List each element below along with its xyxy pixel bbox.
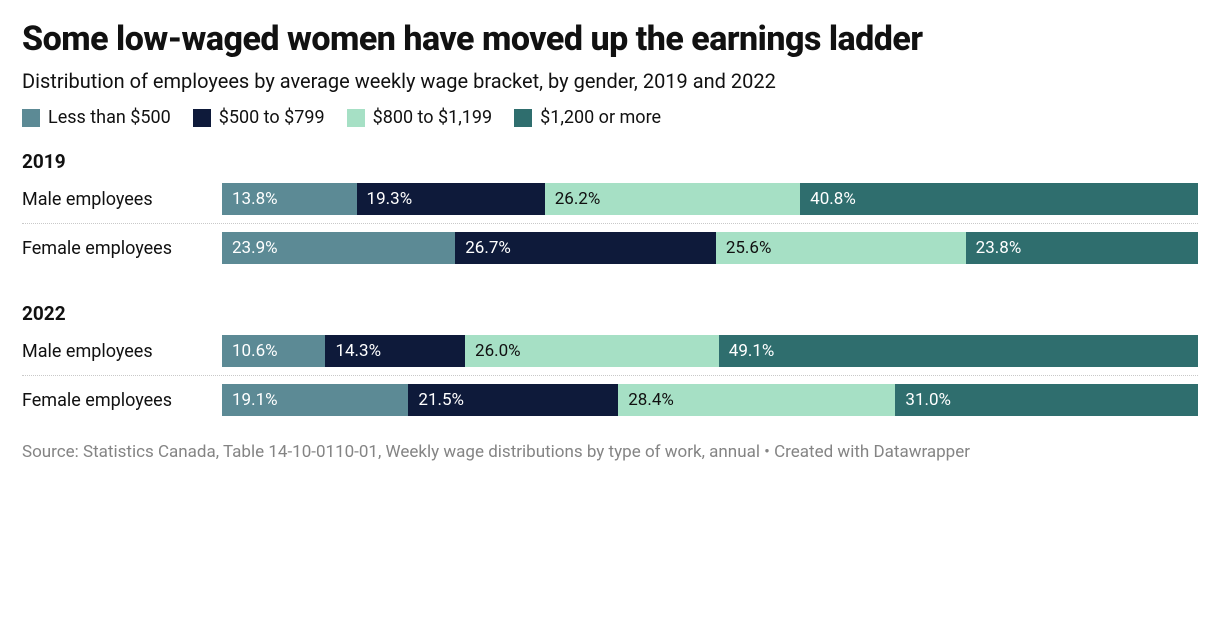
bar-segment: 23.8% xyxy=(966,232,1198,264)
legend-item: $500 to $799 xyxy=(193,107,325,128)
bar-row: Female employees23.9% 26.7% 25.6% 23.8% xyxy=(22,230,1198,266)
segment-value: 31.0% xyxy=(895,390,951,410)
bar-segment: 10.6% xyxy=(222,335,325,367)
legend-swatch xyxy=(22,109,40,127)
bar-segment: 49.1% xyxy=(719,335,1198,367)
row-label: Female employees xyxy=(22,390,222,411)
bar-segment: 28.4% xyxy=(618,384,895,416)
segment-value: 14.3% xyxy=(325,341,381,361)
segment-value: 19.1% xyxy=(222,390,278,410)
stacked-bar: 23.9% 26.7% 25.6% 23.8% xyxy=(222,232,1198,264)
bar-segment: 19.1% xyxy=(222,384,408,416)
legend-item: Less than $500 xyxy=(22,107,171,128)
row-label: Female employees xyxy=(22,238,222,259)
bar-segment: 21.5% xyxy=(408,384,618,416)
segment-value: 13.8% xyxy=(222,189,278,209)
chart-body: 2019Male employees13.8%19.3%26.2%40.8%Fe… xyxy=(22,150,1198,418)
source-line: Source: Statistics Canada, Table 14-10-0… xyxy=(22,440,1122,465)
segment-value: 23.8% xyxy=(966,238,1022,258)
row-label: Male employees xyxy=(22,341,222,362)
bar-segment: 26.2% xyxy=(545,183,800,215)
segment-value: 26.0% xyxy=(465,341,521,361)
bar-segment: 40.8% xyxy=(800,183,1198,215)
segment-value: 21.5% xyxy=(408,390,464,410)
row-divider xyxy=(22,223,1198,224)
bar-segment: 19.3% xyxy=(357,183,545,215)
legend-label: $500 to $799 xyxy=(219,107,325,128)
segment-value: 26.7% xyxy=(455,238,511,258)
bar-row: Female employees19.1% 21.5% 28.4% 31.0% xyxy=(22,382,1198,418)
segment-value: 25.6% xyxy=(716,238,772,258)
segment-value: 40.8% xyxy=(800,189,856,209)
chart-title: Some low-waged women have moved up the e… xyxy=(22,20,1198,59)
bar-segment: 26.0% xyxy=(465,335,719,367)
chart-container: Some low-waged women have moved up the e… xyxy=(0,0,1220,498)
group-heading: 2022 xyxy=(22,302,1198,325)
chart-subtitle: Distribution of employees by average wee… xyxy=(22,69,1198,93)
bar-segment: 14.3% xyxy=(325,335,465,367)
segment-value: 49.1% xyxy=(719,341,775,361)
row-divider xyxy=(22,375,1198,376)
segment-value: 26.2% xyxy=(545,189,601,209)
segment-value: 10.6% xyxy=(222,341,278,361)
stacked-bar: 13.8% 19.3% 26.2% 40.8% xyxy=(222,183,1198,215)
bar-segment: 25.6% xyxy=(716,232,966,264)
legend-item: $1,200 or more xyxy=(514,107,661,128)
legend-swatch xyxy=(347,109,365,127)
legend-label: Less than $500 xyxy=(48,107,171,128)
legend-item: $800 to $1,199 xyxy=(347,107,493,128)
legend: Less than $500 $500 to $799 $800 to $1,199… xyxy=(22,107,1198,128)
legend-swatch xyxy=(514,109,532,127)
legend-label: $1,200 or more xyxy=(540,107,661,128)
legend-swatch xyxy=(193,109,211,127)
row-label: Male employees xyxy=(22,189,222,210)
bar-segment: 31.0% xyxy=(895,384,1198,416)
bar-row: Male employees10.6% 14.3% 26.0% 49.1% xyxy=(22,333,1198,369)
stacked-bar: 10.6% 14.3% 26.0% 49.1% xyxy=(222,335,1198,367)
legend-label: $800 to $1,199 xyxy=(373,107,493,128)
segment-value: 28.4% xyxy=(618,390,674,410)
group-spacer xyxy=(22,266,1198,292)
segment-value: 23.9% xyxy=(222,238,278,258)
bar-segment: 26.7% xyxy=(455,232,716,264)
group-heading: 2019 xyxy=(22,150,1198,173)
segment-value: 19.3% xyxy=(357,189,413,209)
bar-segment: 23.9% xyxy=(222,232,455,264)
stacked-bar: 19.1% 21.5% 28.4% 31.0% xyxy=(222,384,1198,416)
bar-segment: 13.8% xyxy=(222,183,357,215)
bar-row: Male employees13.8% 19.3% 26.2% 40.8% xyxy=(22,181,1198,217)
